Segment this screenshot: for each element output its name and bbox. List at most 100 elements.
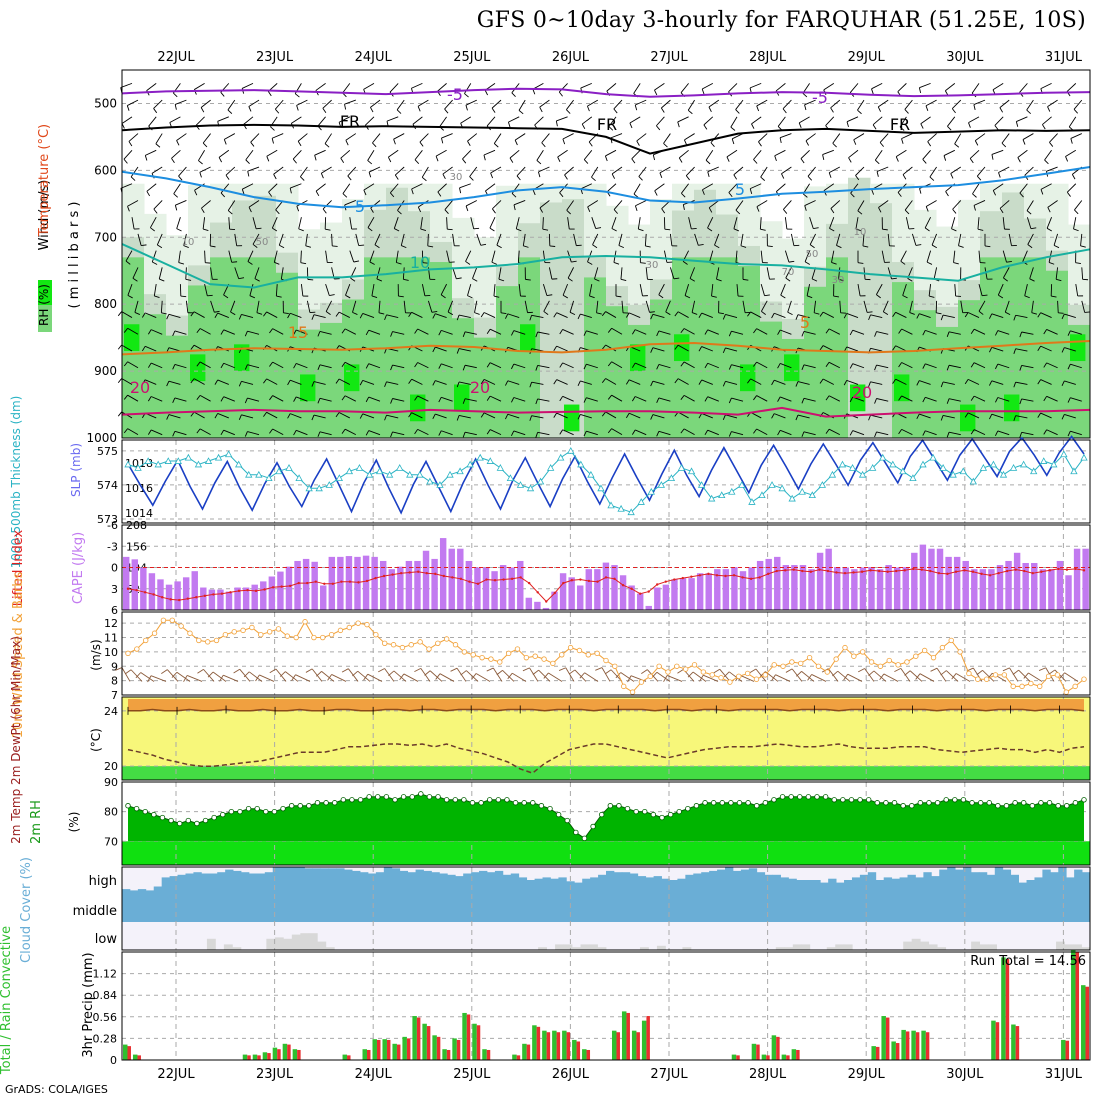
cape-bar — [988, 569, 995, 610]
wind-barb-upper — [417, 362, 429, 369]
wind-barb-upper — [127, 361, 139, 369]
wind-barb-upper — [128, 141, 133, 147]
wind-barb-upper — [849, 430, 854, 436]
cloud-panel-frame — [121, 866, 1091, 951]
cloud-bar-high — [550, 878, 559, 893]
wind-barb-upper — [977, 228, 984, 231]
rh2m-marker — [1003, 803, 1010, 809]
wind-barb-upper — [665, 311, 671, 316]
wind-speed-marker — [1054, 672, 1061, 678]
wind-barb-upper — [756, 361, 768, 369]
wind-barb-upper — [1043, 429, 1048, 435]
wind-barb-upper — [1070, 133, 1082, 139]
wind-barb-upper — [127, 428, 139, 436]
wind-barb-upper — [367, 150, 375, 161]
wind-barb-upper — [942, 314, 955, 319]
wind-barb-10m — [486, 667, 494, 672]
cloud-bar-high — [772, 874, 781, 893]
wind-barb-upper — [931, 244, 937, 249]
wind-barb-upper — [266, 311, 278, 318]
rh2m-marker — [564, 817, 570, 824]
wind-barb-upper — [948, 364, 961, 369]
wind-barb-upper — [569, 311, 576, 316]
wind-barb-upper — [608, 126, 614, 131]
lifted-index-marker — [860, 570, 864, 573]
wind-barb-upper — [1005, 311, 1011, 316]
wind-barb-upper — [819, 345, 824, 351]
wind-barb-10m — [868, 670, 875, 677]
wind-barb-upper — [874, 364, 877, 371]
wind-barb-10m — [450, 667, 458, 672]
cloud-bar-middle — [485, 893, 494, 922]
wind-barb-upper — [117, 411, 122, 417]
wind-barb-upper — [1026, 109, 1031, 115]
cloud-bar-high — [494, 870, 504, 893]
rh2m-panel-frame — [121, 781, 1091, 866]
wind-barb-upper — [725, 414, 738, 419]
wind-barb-upper — [185, 278, 192, 281]
rh2m-marker — [581, 835, 588, 842]
wind-barb-upper — [611, 228, 617, 232]
wind-barb-upper — [566, 209, 571, 215]
precip-total-bar — [412, 1016, 417, 1060]
wind-barb-upper — [1073, 109, 1079, 114]
wind-barb-10m — [1048, 669, 1056, 675]
wind-barb-upper — [147, 429, 152, 435]
wind-speed-marker — [240, 627, 246, 634]
wind-barb-upper — [1074, 209, 1079, 215]
wind-barb-upper — [742, 300, 746, 313]
wind-barb-upper — [716, 267, 720, 280]
wind-barb-upper — [196, 328, 201, 334]
wind-barb-upper — [830, 99, 841, 109]
wind-barb-upper — [173, 92, 178, 98]
cloud-bar-low — [223, 944, 233, 950]
wind-barb-10m — [873, 670, 887, 682]
lifted-index-marker — [1040, 570, 1043, 573]
cloud-bar-high — [415, 869, 424, 893]
wind-barb-upper — [631, 429, 636, 435]
temperature-axis-label: Temperature (°C) — [37, 124, 52, 237]
lifted-index-marker — [348, 580, 352, 583]
wind-barb-upper — [344, 104, 347, 110]
wind-barb-upper — [390, 398, 393, 404]
cloud-bar-high — [542, 877, 551, 893]
wind-barb-upper — [483, 412, 496, 419]
wind-barb-upper — [795, 381, 799, 387]
rh2m-line — [127, 793, 1085, 839]
wind-barb-upper — [396, 99, 405, 111]
temp-panel-frame — [121, 696, 1091, 781]
thickness-marker — [154, 460, 162, 468]
wind-barb-upper — [832, 133, 841, 144]
thickness-marker — [385, 470, 394, 478]
date-label-top: 30JUL — [946, 50, 984, 65]
cloud-bar-middle — [1081, 893, 1091, 922]
rh2m-marker — [728, 800, 734, 806]
wind-barb-upper — [904, 200, 913, 211]
wind-barb-upper — [340, 149, 351, 159]
wind-barb-upper — [895, 378, 907, 385]
wind-barb-upper — [384, 381, 387, 387]
wind-barb-upper — [287, 313, 291, 319]
wind-barb-upper — [524, 300, 528, 313]
wind-barb-upper — [483, 378, 496, 385]
wind-barb-upper — [248, 106, 252, 112]
precip-convective-bar — [736, 1055, 740, 1060]
precip-convective-bar — [297, 1049, 301, 1060]
wind-barb-upper — [999, 200, 1010, 209]
wind-barb-upper — [677, 121, 680, 128]
wind-barb-upper — [185, 300, 189, 313]
wind-barb-upper — [728, 183, 738, 193]
wind-barb-upper — [513, 363, 526, 369]
rh2m-marker — [624, 805, 631, 812]
wind-barb-upper — [674, 378, 679, 384]
precip-total-bar — [522, 1043, 527, 1060]
rh2m-marker — [487, 797, 493, 803]
wind-barb-upper — [811, 278, 818, 282]
wind-barb-upper — [166, 414, 170, 420]
wind-barb-upper — [456, 381, 460, 388]
wind-barb-upper — [1075, 284, 1079, 297]
precip-convective-bar — [536, 1026, 541, 1060]
wind-barb-upper — [709, 250, 714, 263]
cloud-bar-middle — [218, 893, 228, 922]
wind-barb-upper — [1040, 312, 1052, 318]
